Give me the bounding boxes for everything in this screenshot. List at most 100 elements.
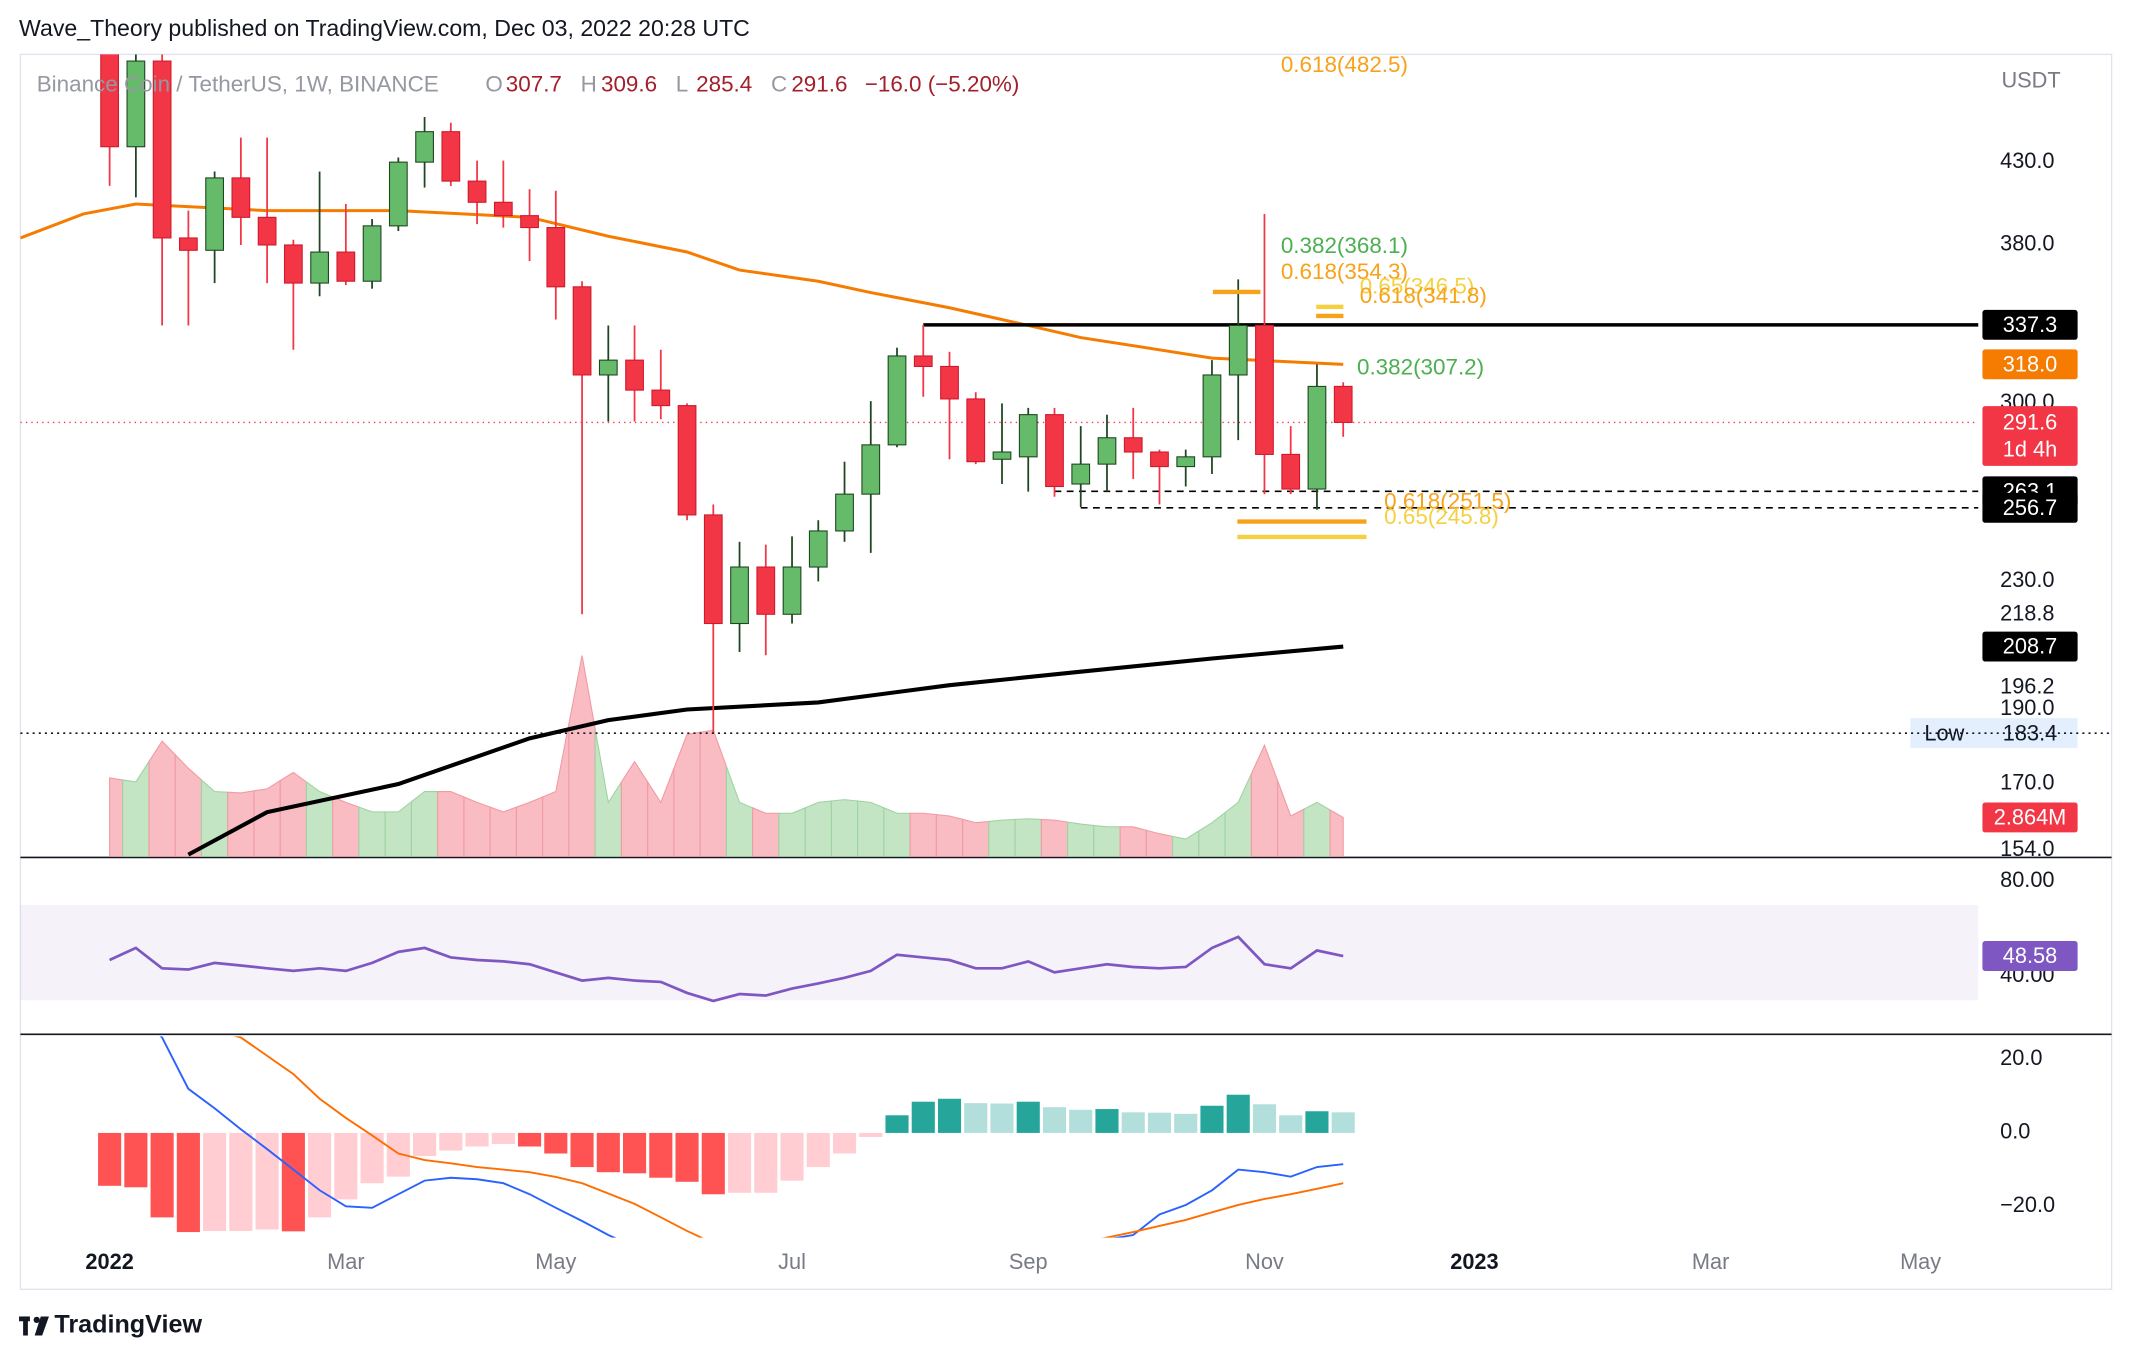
candle-body <box>782 566 802 615</box>
legend-letter: H <box>581 72 597 97</box>
level-label-box <box>1982 309 2078 340</box>
candle-body <box>1333 385 1353 423</box>
volume-area <box>174 753 203 857</box>
volume-area <box>332 796 360 857</box>
candle-body <box>651 389 671 407</box>
logo: TradingView <box>19 1311 202 1339</box>
fib-label: 0.618(482.5) <box>1281 52 1408 77</box>
volume-area <box>988 818 1016 857</box>
macd-tick-label: 20.0 <box>2000 1045 2042 1070</box>
volume-area <box>778 807 806 857</box>
macd-tick-label: −20.0 <box>2000 1192 2055 1217</box>
macd-histogram-bar <box>1016 1101 1040 1133</box>
macd-histogram-bar <box>885 1115 909 1133</box>
macd-histogram-bar <box>649 1132 673 1178</box>
close-box <box>1982 406 2078 466</box>
candle-body <box>730 566 749 625</box>
x-tick-label: Jul <box>778 1249 806 1274</box>
ma-label: 318.0 <box>2003 351 2057 376</box>
x-tick-label: 2022 <box>85 1249 133 1274</box>
candle-body <box>546 227 566 288</box>
candle-body <box>441 131 461 182</box>
currency-label: USDT <box>2001 67 2060 92</box>
candle-body <box>126 60 146 148</box>
x-tick-label: Sep <box>1009 1249 1048 1274</box>
volume-area <box>384 800 413 857</box>
candle-body <box>467 180 487 203</box>
volume-area <box>568 655 596 857</box>
candle-body <box>520 215 539 229</box>
volume-area <box>1040 818 1069 857</box>
candle-body <box>861 444 881 495</box>
macd-histogram-bar <box>465 1132 489 1147</box>
candle-body <box>388 161 408 227</box>
macd-histogram-bar <box>859 1132 883 1137</box>
header: Wave_Theory published on TradingView.com… <box>19 15 750 41</box>
macd-histogram-bar <box>570 1132 594 1168</box>
macd-histogram-bar <box>176 1132 200 1233</box>
volume-area <box>542 723 570 857</box>
legend-value: 291.6 <box>791 72 847 97</box>
chart-frame <box>19 53 2113 1290</box>
macd-histogram-bar <box>1226 1094 1250 1133</box>
candle-body <box>966 398 986 463</box>
ma-label: 208.7 <box>2003 634 2057 659</box>
candle-body <box>703 514 723 625</box>
y-tick-label: 230.0 <box>2000 567 2054 592</box>
volume-area <box>804 800 832 857</box>
macd-histogram-bar <box>518 1132 542 1147</box>
candle-body <box>940 365 959 400</box>
volume-area <box>647 768 675 857</box>
volume-area <box>489 806 517 857</box>
macd-histogram-bar <box>675 1132 699 1182</box>
logo-mark <box>33 1316 40 1324</box>
macd-histogram-bar <box>937 1098 962 1133</box>
volume-area <box>1014 818 1042 857</box>
macd-histogram-bar <box>308 1132 332 1218</box>
logo-mark <box>23 1316 28 1336</box>
candle-body <box>677 405 697 516</box>
candle-body <box>625 359 644 391</box>
candle-body <box>887 355 907 446</box>
macd-histogram-bar <box>1069 1109 1093 1133</box>
macd-histogram-bar <box>439 1132 463 1151</box>
volume-area <box>109 777 124 857</box>
volume-area <box>1093 824 1121 857</box>
legend-value: 309.6 <box>601 72 657 97</box>
macd-layer <box>98 1036 1355 1238</box>
price-label: 218.8 <box>2000 601 2054 626</box>
candle-body <box>283 244 303 284</box>
moving-average <box>187 644 1344 857</box>
candle-body <box>152 60 172 239</box>
macd-histogram-bar <box>281 1132 305 1232</box>
volume-area <box>1250 743 1279 857</box>
candle-body <box>1281 453 1301 490</box>
macd-histogram-bar <box>911 1101 935 1133</box>
candle-body <box>1255 324 1274 455</box>
macd-histogram-bar <box>1147 1112 1172 1133</box>
x-tick-label: Nov <box>1245 1249 1284 1274</box>
candle-body <box>205 177 224 251</box>
macd-histogram-bar <box>386 1132 410 1177</box>
rsi-band <box>20 905 1979 1001</box>
volume-area <box>122 759 150 857</box>
macd-histogram-bar <box>413 1132 437 1157</box>
macd-histogram-bar <box>124 1132 148 1188</box>
level-label-box <box>1982 492 2078 523</box>
candle-body <box>493 201 513 217</box>
low-value: 183.4 <box>2003 720 2057 745</box>
macd-histogram-bar <box>1121 1112 1145 1133</box>
macd-tick-label: 0.0 <box>2000 1119 2030 1144</box>
price-label: 196.2 <box>2000 674 2054 699</box>
rsi-tick-label: 80.00 <box>2000 867 2054 892</box>
x-tick-label: May <box>1900 1249 1941 1274</box>
volume-area <box>1067 821 1095 857</box>
macd-histogram-bar <box>150 1132 174 1218</box>
candle-body <box>572 286 592 376</box>
volume-area <box>594 728 622 857</box>
macd-histogram-bar <box>964 1103 988 1133</box>
x-tick-label: 2023 <box>1450 1249 1498 1274</box>
volume-area <box>962 818 990 857</box>
volume-area <box>1145 829 1174 857</box>
